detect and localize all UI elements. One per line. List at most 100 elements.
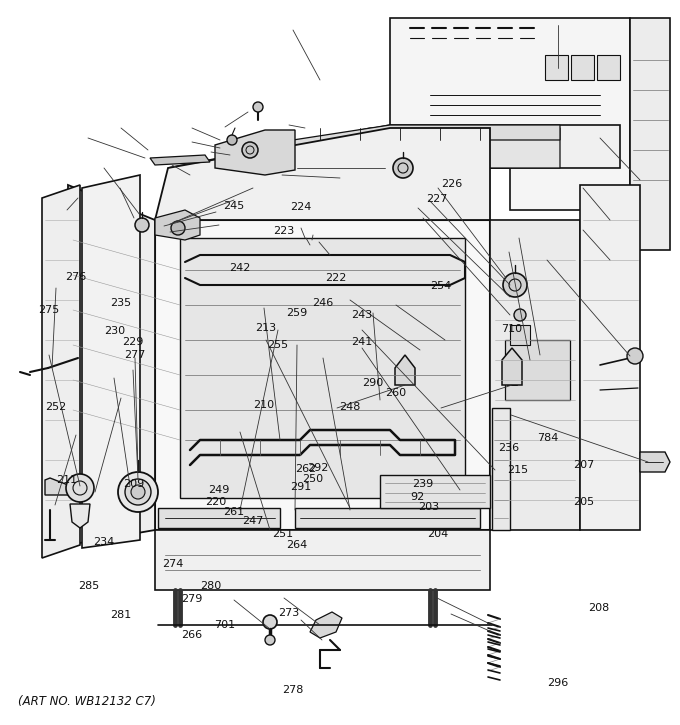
Text: 210: 210: [253, 399, 275, 410]
Text: 259: 259: [286, 308, 307, 318]
Polygon shape: [155, 210, 200, 240]
Polygon shape: [150, 155, 210, 165]
Circle shape: [131, 485, 145, 499]
Circle shape: [503, 273, 527, 297]
Circle shape: [135, 218, 149, 232]
Text: 262: 262: [295, 464, 317, 474]
Polygon shape: [180, 238, 465, 498]
Text: 261: 261: [223, 507, 245, 517]
Circle shape: [66, 474, 94, 502]
Text: 248: 248: [339, 402, 360, 413]
Text: 250: 250: [302, 473, 324, 484]
Text: 245: 245: [223, 201, 245, 211]
Text: 226: 226: [441, 179, 462, 189]
Polygon shape: [545, 55, 568, 80]
Text: 211: 211: [56, 475, 78, 485]
Polygon shape: [502, 348, 522, 385]
Polygon shape: [82, 175, 140, 548]
Polygon shape: [490, 220, 580, 530]
Text: 277: 277: [124, 350, 146, 360]
Text: 92: 92: [411, 492, 424, 502]
Text: 285: 285: [78, 581, 99, 591]
Text: 239: 239: [412, 479, 434, 489]
Circle shape: [171, 221, 185, 235]
Text: 241: 241: [351, 337, 373, 347]
Text: 235: 235: [110, 298, 132, 308]
Polygon shape: [45, 478, 68, 495]
Polygon shape: [505, 340, 570, 400]
Text: 223: 223: [273, 225, 295, 236]
Text: 204: 204: [427, 529, 449, 539]
Text: 296: 296: [547, 678, 568, 688]
Polygon shape: [155, 530, 490, 590]
Circle shape: [263, 615, 277, 629]
Circle shape: [227, 135, 237, 145]
Text: 290: 290: [362, 378, 384, 388]
Text: 273: 273: [278, 608, 300, 618]
Polygon shape: [597, 55, 620, 80]
Text: 227: 227: [426, 194, 447, 204]
Polygon shape: [571, 55, 594, 80]
Text: 207: 207: [573, 460, 594, 471]
Polygon shape: [155, 128, 490, 220]
Text: 278: 278: [282, 685, 303, 695]
Text: 260: 260: [385, 388, 407, 398]
Circle shape: [393, 158, 413, 178]
Polygon shape: [395, 355, 415, 385]
Polygon shape: [158, 508, 280, 528]
Circle shape: [265, 635, 275, 645]
Polygon shape: [492, 408, 510, 530]
Text: 276: 276: [65, 272, 87, 282]
Polygon shape: [580, 185, 640, 530]
Polygon shape: [390, 18, 630, 210]
Polygon shape: [380, 475, 490, 508]
Polygon shape: [168, 125, 620, 168]
Circle shape: [627, 348, 643, 364]
Polygon shape: [295, 508, 480, 528]
Text: 255: 255: [267, 340, 288, 350]
Text: 243: 243: [351, 310, 373, 320]
Text: 249: 249: [208, 485, 230, 495]
Text: 203: 203: [418, 502, 439, 513]
Text: 215: 215: [507, 465, 529, 475]
Polygon shape: [215, 130, 295, 175]
Text: 279: 279: [181, 594, 203, 604]
Text: 274: 274: [162, 559, 184, 569]
Text: 205: 205: [573, 497, 594, 507]
Text: 701: 701: [214, 620, 235, 630]
Text: 230: 230: [103, 326, 125, 336]
Polygon shape: [630, 18, 670, 250]
Text: 229: 229: [122, 337, 144, 347]
Text: 710: 710: [500, 324, 522, 334]
Polygon shape: [220, 128, 560, 168]
Circle shape: [125, 479, 151, 505]
Text: 252: 252: [45, 402, 67, 413]
Text: 220: 220: [205, 497, 227, 507]
Circle shape: [242, 142, 258, 158]
Text: 264: 264: [286, 540, 307, 550]
Text: 254: 254: [430, 281, 452, 291]
Text: 247: 247: [242, 515, 264, 526]
Polygon shape: [155, 220, 490, 530]
Text: 234: 234: [92, 537, 114, 547]
Text: 208: 208: [588, 602, 609, 613]
Circle shape: [118, 472, 158, 512]
Text: 224: 224: [290, 202, 311, 212]
Polygon shape: [68, 185, 155, 545]
Polygon shape: [310, 612, 342, 638]
Text: 281: 281: [110, 610, 132, 620]
Polygon shape: [70, 504, 90, 528]
Text: 242: 242: [228, 263, 250, 273]
Text: 275: 275: [38, 305, 60, 315]
Polygon shape: [510, 325, 530, 345]
Text: 246: 246: [311, 298, 333, 308]
Text: 784: 784: [537, 433, 558, 443]
Text: 291: 291: [290, 482, 311, 492]
Text: 251: 251: [271, 529, 293, 539]
Polygon shape: [280, 125, 560, 158]
Text: 280: 280: [200, 581, 222, 591]
Polygon shape: [42, 185, 80, 558]
Polygon shape: [640, 452, 670, 472]
Text: 222: 222: [325, 273, 347, 283]
Text: 292: 292: [307, 463, 329, 473]
